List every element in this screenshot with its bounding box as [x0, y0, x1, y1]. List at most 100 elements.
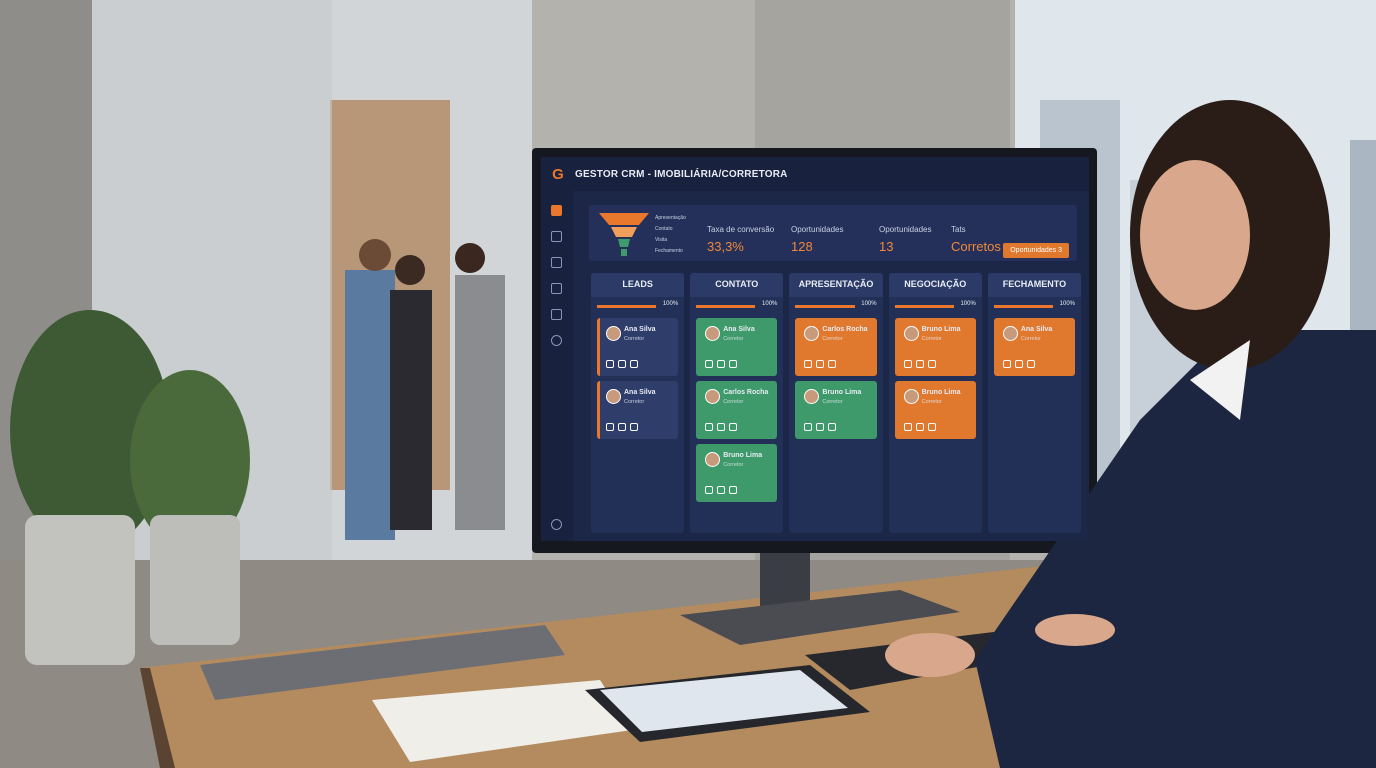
progress: 100% — [894, 301, 976, 313]
action-icon[interactable] — [915, 423, 924, 431]
action-icon[interactable] — [1014, 360, 1023, 368]
action-icon[interactable] — [717, 486, 726, 494]
progress: 100% — [597, 301, 678, 313]
progress-bar — [795, 305, 855, 308]
lead-card[interactable]: Carlos Rocha Corretor — [696, 381, 778, 439]
action-icon[interactable] — [705, 423, 714, 431]
kanban-column: NEGOCIAÇÃO 100% Bruno Lima Corretor Bruno Li… — [888, 273, 982, 533]
nav-icon[interactable] — [551, 309, 562, 320]
action-icon[interactable] — [804, 360, 813, 368]
avatar — [903, 326, 919, 341]
action-icon[interactable] — [606, 360, 614, 368]
monitor-screen: G GESTOR CRM - IMOBILIÁRIA/CORRETORA Apr… — [541, 157, 1089, 541]
action-icon[interactable] — [915, 360, 924, 368]
nav-icon[interactable] — [551, 335, 562, 346]
avatar — [804, 389, 820, 404]
lead-role: Corretor — [723, 462, 744, 468]
lead-role: Corretor — [723, 336, 744, 342]
action-icon[interactable] — [828, 423, 837, 431]
action-icon[interactable] — [1002, 360, 1011, 368]
avatar — [1002, 326, 1018, 341]
nav-icon[interactable] — [551, 283, 562, 294]
action-icon[interactable] — [927, 360, 936, 368]
action-icon[interactable] — [816, 360, 825, 368]
progress-label: 100% — [960, 301, 976, 307]
action-icon[interactable] — [705, 486, 714, 494]
action-icon[interactable] — [729, 423, 738, 431]
avatar — [705, 452, 721, 467]
action-icon[interactable] — [903, 423, 912, 431]
lead-card[interactable]: Ana Silva Corretor — [597, 318, 679, 376]
lead-role: Corretor — [822, 399, 843, 405]
stat-label: Tats — [951, 225, 966, 234]
action-icon[interactable] — [828, 360, 837, 368]
action-icon[interactable] — [717, 360, 726, 368]
action-icon[interactable] — [1026, 360, 1035, 368]
nav-icon[interactable] — [551, 205, 562, 216]
nav-icon[interactable] — [551, 257, 562, 268]
lead-role: Corretor — [1020, 336, 1041, 342]
action-icon[interactable] — [606, 423, 614, 431]
kanban-board: LEADS 100% Ana Silva Corretor Ana Silva Corre… — [591, 273, 1082, 533]
progress-bar — [696, 305, 756, 308]
action-icon[interactable] — [717, 423, 726, 431]
progress-label: 100% — [662, 301, 679, 307]
lead-card[interactable]: Bruno Lima Corretor — [894, 381, 976, 439]
kanban-column: LEADS 100% Ana Silva Corretor Ana Silva Corre… — [591, 273, 685, 533]
avatar — [804, 326, 820, 341]
lead-name: Bruno Lima — [822, 389, 862, 396]
funnel-stage: Contato — [655, 226, 673, 232]
column-title: CONTATO — [690, 273, 784, 297]
action-icon[interactable] — [618, 423, 626, 431]
logo: G — [552, 165, 564, 183]
column-title: NEGOCIAÇÃO — [888, 273, 982, 297]
progress: 100% — [696, 301, 777, 313]
sidebar — [541, 191, 573, 541]
lead-card[interactable]: Bruno Lima Corretor — [696, 444, 778, 502]
action-icon[interactable] — [816, 423, 825, 431]
avatar — [705, 326, 721, 341]
lead-name: Bruno Lima — [921, 326, 961, 333]
lead-role: Corretor — [624, 336, 645, 342]
lead-card[interactable]: Bruno Lima Corretor — [894, 318, 976, 376]
progress-label: 100% — [861, 301, 877, 307]
kanban-column: APRESENTAÇÃO 100% Carlos Rocha Corretor Brun… — [789, 273, 883, 533]
funnel-stage: Visita — [655, 237, 668, 243]
avatar — [606, 326, 621, 341]
lead-role: Corretor — [921, 399, 942, 405]
action-icon[interactable] — [729, 486, 738, 494]
lead-card[interactable]: Ana Silva Corretor — [993, 318, 1076, 376]
action-icon[interactable] — [927, 423, 936, 431]
lead-role: Corretor — [723, 399, 744, 405]
lead-card[interactable]: Ana Silva Corretor — [597, 381, 679, 439]
funnel-stage: Fechamento — [655, 248, 683, 254]
action-icon[interactable] — [630, 423, 638, 431]
stat-value: 13 — [879, 239, 894, 254]
top-bar: G GESTOR CRM - IMOBILIÁRIA/CORRETORA — [541, 157, 1089, 191]
lead-card[interactable]: Carlos Rocha Corretor — [795, 318, 877, 376]
lead-card[interactable]: Ana Silva Corretor — [696, 318, 778, 376]
progress: 100% — [795, 301, 877, 313]
stat-value: Corretos — [951, 239, 1001, 254]
lead-name: Bruno Lima — [921, 389, 961, 396]
action-icon[interactable] — [618, 360, 626, 368]
action-icon[interactable] — [729, 360, 738, 368]
funnel-icon — [599, 213, 649, 256]
action-icon[interactable] — [903, 360, 912, 368]
nav-icon[interactable] — [551, 231, 562, 242]
action-icon[interactable] — [705, 360, 714, 368]
settings-icon[interactable] — [551, 519, 562, 530]
avatar — [903, 389, 919, 404]
action-icon[interactable] — [804, 423, 813, 431]
column-title: FECHAMENTO — [987, 273, 1082, 297]
funnel-stage: Apresentação — [655, 215, 686, 221]
opportunities-button[interactable]: Oportunidades 3 — [1003, 243, 1069, 258]
action-icon[interactable] — [630, 360, 638, 368]
lead-name: Bruno Lima — [723, 452, 763, 459]
progress: 100% — [993, 301, 1075, 313]
lead-name: Carlos Rocha — [723, 389, 769, 396]
progress-bar — [993, 305, 1054, 308]
lead-card[interactable]: Bruno Lima Corretor — [795, 381, 877, 439]
lead-name: Ana Silva — [624, 326, 656, 333]
